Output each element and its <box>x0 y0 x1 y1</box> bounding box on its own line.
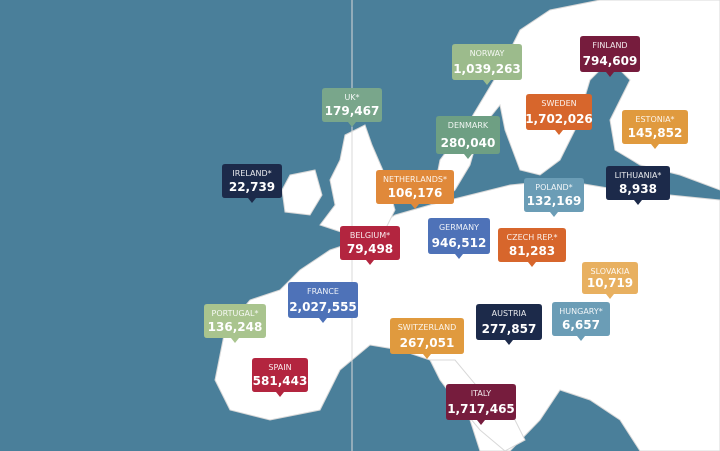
callout-box <box>446 384 516 425</box>
country-value: 179,467 <box>325 104 380 118</box>
country-callout: PORTUGAL* 136,248 <box>204 304 266 343</box>
country-name: IRELAND* <box>232 169 271 178</box>
country-callout: LITHUANIA* 8,938 <box>606 166 670 205</box>
country-callout: CZECH REP.* 81,283 <box>498 228 566 267</box>
callout-box <box>524 178 584 217</box>
callout-box <box>580 36 640 77</box>
callout-box <box>476 304 542 345</box>
country-callout: BELGIUM* 79,498 <box>340 226 400 265</box>
country-callout: NORWAY 1,039,263 <box>452 44 522 85</box>
country-callout: UK* 179,467 <box>322 88 382 127</box>
country-name: SPAIN <box>268 363 291 372</box>
country-callout: GERMANY 946,512 <box>428 218 490 259</box>
callout-box <box>204 304 266 343</box>
country-callout: DENMARK 280,040 <box>436 116 500 159</box>
country-callout: SPAIN 581,443 <box>252 358 308 397</box>
country-value: 1,717,465 <box>447 402 515 416</box>
country-value: 132,169 <box>527 194 582 208</box>
callout-box <box>376 170 454 209</box>
country-name: FINLAND <box>592 41 627 50</box>
country-name: CZECH REP.* <box>507 233 558 242</box>
callout-box <box>526 94 592 135</box>
country-value: 81,283 <box>509 244 555 258</box>
country-name: AUSTRIA <box>492 309 527 318</box>
country-value: 22,739 <box>229 180 275 194</box>
callout-box <box>552 302 610 341</box>
country-callout: SWEDEN 1,702,026 <box>525 94 593 135</box>
callout-box <box>222 164 282 203</box>
country-value: 1,702,026 <box>525 112 593 126</box>
country-callout: NETHERLANDS* 106,176 <box>376 170 454 209</box>
country-value: 10,719 <box>587 276 633 290</box>
country-name: SLOVAKIA <box>591 267 630 276</box>
country-value: 946,512 <box>432 236 487 250</box>
country-callout: FRANCE 2,027,555 <box>288 282 358 323</box>
callout-box <box>428 218 490 259</box>
country-name: POLAND* <box>535 183 572 192</box>
country-value: 581,443 <box>253 374 308 388</box>
country-value: 136,248 <box>208 320 263 334</box>
callout-box <box>582 262 638 299</box>
country-name: BELGIUM* <box>350 231 390 240</box>
country-callout: FINLAND 794,609 <box>580 36 640 77</box>
country-value: 280,040 <box>441 136 496 150</box>
callout-box <box>340 226 400 265</box>
callout-box <box>390 318 464 359</box>
country-name: ITALY <box>471 389 491 398</box>
callout-box <box>436 116 500 159</box>
country-value: 79,498 <box>347 242 393 256</box>
country-value: 794,609 <box>583 54 638 68</box>
country-name: SWEDEN <box>541 99 576 108</box>
country-name: FRANCE <box>307 287 339 296</box>
country-value: 8,938 <box>619 182 657 196</box>
country-name: PORTUGAL* <box>212 309 259 318</box>
country-name: GERMANY <box>439 223 479 232</box>
labels: NORWAY 1,039,263 FINLAND 794,609 UK* 179,467 S… <box>204 36 688 425</box>
callout-box <box>288 282 358 323</box>
country-value: 6,657 <box>562 318 600 332</box>
country-callout: SWITZERLAND 267,051 <box>390 318 464 359</box>
callout-box <box>452 44 522 85</box>
country-name: ESTONIA* <box>635 115 674 124</box>
country-callout: AUSTRIA 277,857 <box>476 304 542 345</box>
callout-box <box>322 88 382 127</box>
country-callout: HUNGARY* 6,657 <box>552 302 610 341</box>
country-value: 277,857 <box>482 322 537 336</box>
country-value: 2,027,555 <box>289 300 357 314</box>
callout-box <box>606 166 670 205</box>
country-value: 1,039,263 <box>453 62 521 76</box>
country-callout: ITALY 1,717,465 <box>446 384 516 425</box>
country-name: NORWAY <box>470 49 505 58</box>
country-callout: IRELAND* 22,739 <box>222 164 282 203</box>
country-name: HUNGARY* <box>559 307 602 316</box>
callout-box <box>498 228 566 267</box>
country-name: DENMARK <box>448 121 489 130</box>
country-value: 106,176 <box>388 186 443 200</box>
country-callout: ESTONIA* 145,852 <box>622 110 688 149</box>
country-name: NETHERLANDS* <box>383 175 447 184</box>
country-name: LITHUANIA* <box>615 171 662 180</box>
country-value: 267,051 <box>400 336 455 350</box>
country-name: SWITZERLAND <box>398 323 457 332</box>
country-name: UK* <box>344 93 359 102</box>
country-callout: POLAND* 132,169 <box>524 178 584 217</box>
callout-box <box>252 358 308 397</box>
country-value: 145,852 <box>628 126 683 140</box>
callout-box <box>622 110 688 149</box>
